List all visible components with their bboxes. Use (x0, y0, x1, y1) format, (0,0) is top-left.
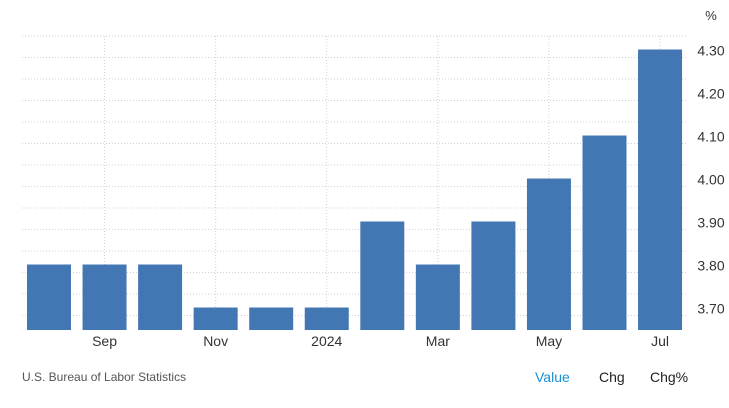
y-tick-label: 4.20 (697, 86, 724, 102)
x-tick-label: Sep (92, 333, 117, 349)
bar-aug-2023[interactable] (27, 264, 71, 331)
chart-footer: U.S. Bureau of Labor Statistics Value Ch… (22, 369, 729, 387)
y-tick-label: 3.80 (697, 258, 724, 274)
y-tick-label: 4.30 (697, 43, 724, 59)
x-tick-label: 2024 (311, 333, 342, 349)
y-tick-label: 4.10 (697, 129, 724, 145)
value-button[interactable]: Value (535, 369, 570, 385)
y-axis-unit-label: % (705, 8, 717, 23)
x-tick-label: Mar (426, 333, 450, 349)
bars (27, 49, 683, 331)
x-axis-ticks: Sep Nov 2024 Mar May Jul (92, 333, 669, 349)
bar-may-2024[interactable] (526, 178, 571, 331)
bar-chart: % 3.70 3.80 3.90 4.00 4.10 4.20 4.30 Sep Nov 202… (22, 8, 725, 349)
bar-jan-2024[interactable] (304, 307, 349, 331)
y-tick-label: 4.00 (697, 172, 724, 188)
bar-sep-2023[interactable] (82, 264, 127, 331)
x-tick-label: Jul (651, 333, 669, 349)
bar-apr-2024[interactable] (471, 221, 516, 331)
bar-dec-2023[interactable] (249, 307, 294, 331)
y-axis-ticks: 3.70 3.80 3.90 4.00 4.10 4.20 4.30 (697, 43, 724, 317)
y-tick-label: 3.70 (697, 301, 724, 317)
y-tick-label: 3.90 (697, 215, 724, 231)
bar-nov-2023[interactable] (193, 307, 238, 331)
bar-oct-2023[interactable] (138, 264, 183, 331)
bar-jun-2024[interactable] (582, 135, 627, 331)
source-label: U.S. Bureau of Labor Statistics (22, 370, 187, 384)
bar-mar-2024[interactable] (415, 264, 460, 331)
bar-feb-2024[interactable] (360, 221, 405, 331)
x-tick-label: May (536, 333, 562, 349)
change-percent-button[interactable]: Chg% (650, 369, 689, 385)
bar-jul-2024[interactable] (638, 49, 683, 331)
change-button[interactable]: Chg (599, 369, 625, 385)
x-tick-label: Nov (203, 333, 228, 349)
